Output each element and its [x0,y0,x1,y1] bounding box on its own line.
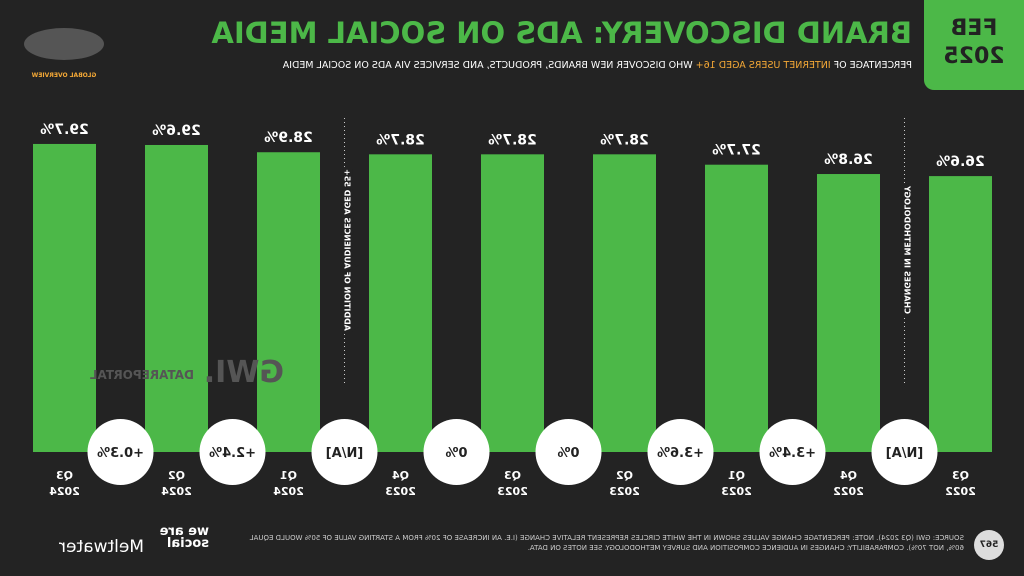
change-label: +0.3% [97,446,144,461]
value-label: 26.8% [824,152,873,168]
bar [33,143,96,452]
category-label: Q1 2023 [721,469,752,498]
logo-meltwater: Meltwater [59,537,144,557]
value-label: 26.6% [936,154,985,170]
value-label: 28.9% [264,130,313,146]
change-circle [759,419,826,485]
change-circle [87,419,154,485]
source-note: SOURCE: GWI (Q3 2024). NOTE: PERCENTAGE … [249,534,964,552]
change-circle [199,419,266,485]
change-label: [N/A] [886,446,924,461]
bar [817,174,880,453]
change-label: +3.6% [657,446,704,461]
change-label: [N/A] [326,446,364,461]
annotation-text: ADDITION OF AUDIENCES AGED 55+ [343,169,352,331]
category-label: Q4 2022 [833,469,864,498]
bar [145,144,208,452]
logo-we-are-social: we are social [159,524,209,551]
bar [705,164,768,452]
category-label: Q3 2022 [945,469,976,498]
bar [369,154,432,452]
change-circle [871,419,938,485]
value-label: 29.7% [40,122,89,138]
annotation-text: CHANGES IN METHODOLOGY [903,186,912,314]
change-circle [535,419,602,485]
value-label: 29.6% [152,123,201,139]
category-label: Q4 2023 [385,469,416,498]
value-label: 28.7% [600,132,649,148]
world-map [24,28,104,60]
value-label: 28.7% [376,132,425,148]
category-label: Q1 2024 [273,469,304,498]
bar [593,154,656,452]
bar [257,152,320,452]
bar [929,176,992,452]
category-label: Q2 2024 [161,469,192,498]
page-number: 567 [974,530,1004,560]
change-label: +2.4% [209,446,256,461]
change-circle [311,419,378,485]
category-label: Q3 2023 [497,469,528,498]
change-label: +3.4% [769,446,816,461]
change-label: 0% [557,446,579,461]
value-label: 28.7% [488,132,537,148]
watermark: DATAREPORTAL [89,368,194,382]
change-circle [647,419,714,485]
category-label: Q3 2024 [49,469,80,498]
change-circle [423,419,490,485]
change-label: 0% [445,446,467,461]
bar [481,154,544,452]
watermark: GWI. [203,355,284,390]
value-label: 27.7% [712,143,761,159]
category-label: Q2 2023 [609,469,640,498]
